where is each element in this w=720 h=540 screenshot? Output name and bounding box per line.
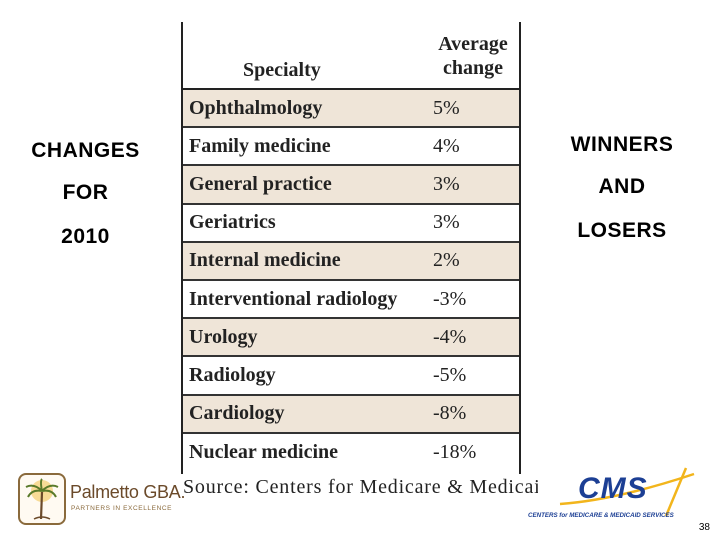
specialty-cell: Geriatrics — [189, 211, 276, 234]
change-cell: -8% — [433, 402, 467, 425]
specialty-cell: Family medicine — [189, 134, 331, 157]
right-title-line-3: LOSERS — [577, 219, 667, 242]
specialty-cell: Nuclear medicine — [189, 441, 339, 464]
right-title-line-2: AND — [598, 175, 646, 198]
palmetto-gba-tagline: PARTNERS IN EXCELLENCE — [71, 505, 173, 512]
table-row: Radiology -5% — [183, 357, 519, 396]
change-cell: 3% — [433, 211, 460, 234]
table-row: Ophthalmology 5% — [183, 90, 519, 129]
change-cell: -18% — [433, 441, 477, 464]
left-title-line-2: FOR — [62, 181, 109, 204]
palmetto-tree-icon — [18, 473, 66, 525]
table-row: Geriatrics 3% — [183, 204, 519, 243]
specialty-cell: Radiology — [189, 363, 276, 386]
table-row: Internal medicine 2% — [183, 242, 519, 281]
change-cell: 2% — [433, 249, 460, 272]
specialty-cell: Cardiology — [189, 402, 285, 425]
specialty-change-table: Specialty Average change Ophthalmology 5%… — [181, 22, 521, 474]
page-number: 38 — [698, 522, 710, 533]
source-citation: Source: Centers for Medicare & Medicaid … — [183, 476, 538, 498]
change-cell: 3% — [433, 172, 460, 195]
specialty-cell: Ophthalmology — [189, 96, 323, 119]
cms-wordmark: CMS — [578, 472, 648, 505]
specialty-cell: General practice — [189, 172, 332, 195]
table-header: Specialty Average change — [183, 22, 519, 90]
cms-logo: CMS CENTERS for MEDICARE & MEDICAID SERV… — [526, 464, 696, 524]
specialty-cell: Internal medicine — [189, 249, 341, 272]
table-row: Cardiology -8% — [183, 395, 519, 434]
cms-swoosh-icon — [559, 472, 695, 506]
cms-logo-mark: CMS CENTERS for MEDICARE & MEDICAID SERV… — [528, 467, 695, 519]
header-average-change: Average change — [423, 32, 519, 80]
change-cell: 5% — [433, 96, 460, 119]
specialty-cell: Urology — [189, 325, 258, 348]
change-cell: 4% — [433, 134, 460, 157]
table-row: General practice 3% — [183, 166, 519, 205]
table-row: Nuclear medicine -18% — [183, 433, 519, 472]
change-cell: -5% — [433, 363, 467, 386]
table-row: Urology -4% — [183, 319, 519, 358]
right-title-line-1: WINNERS — [570, 133, 674, 156]
header-average-change-line-2: change — [443, 57, 503, 79]
table-row: Interventional radiology -3% — [183, 280, 519, 320]
table-body: Ophthalmology 5% Family medicine 4% Genera… — [183, 90, 519, 472]
table-row: Family medicine 4% — [183, 128, 519, 167]
left-title-line-3: 2010 — [61, 225, 110, 248]
palmetto-gba-name: Palmetto GBA. — [70, 482, 186, 502]
change-cell: -3% — [433, 287, 467, 310]
header-specialty: Specialty — [243, 59, 321, 81]
left-title-line-1: CHANGES — [31, 139, 140, 162]
change-cell: -4% — [433, 325, 467, 348]
header-average-change-line-1: Average — [438, 33, 508, 55]
cms-tagline: CENTERS for MEDICARE & MEDICAID SERVICES — [528, 512, 675, 519]
specialty-cell: Interventional radiology — [189, 287, 398, 310]
palmetto-gba-logo: Palmetto GBA. PARTNERS IN EXCELLENCE — [18, 473, 185, 527]
